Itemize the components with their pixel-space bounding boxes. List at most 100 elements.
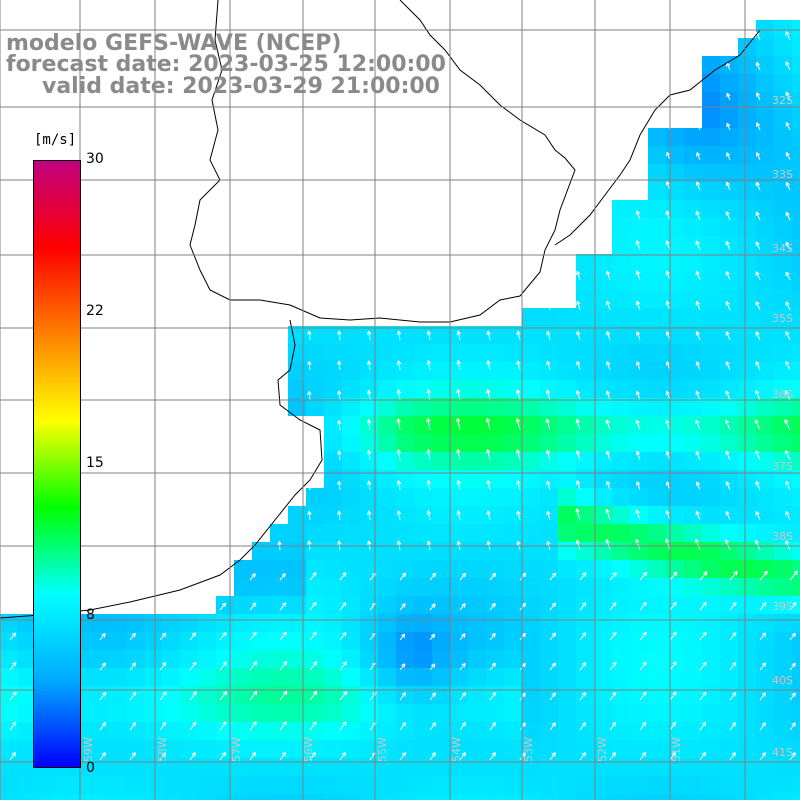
- wind-speed-cell: [774, 20, 792, 38]
- wind-arrow: [759, 662, 767, 671]
- longitude-label: 56W: [302, 737, 315, 762]
- wind-arrow: [695, 270, 701, 281]
- wind-arrow: [309, 721, 317, 731]
- latitude-label: 39S: [772, 600, 793, 613]
- wind-arrow: [515, 389, 521, 401]
- wind-speed-cell: [234, 704, 252, 722]
- wind-speed-cell: [738, 686, 756, 704]
- wind-arrow: [429, 603, 436, 611]
- wind-arrow: [724, 419, 731, 431]
- wind-arrow: [635, 300, 641, 311]
- wind-arrow: [755, 301, 761, 311]
- wind-speed-cell: [792, 272, 800, 290]
- wind-speed-cell: [720, 704, 738, 722]
- wind-speed-cell: [756, 578, 774, 596]
- wind-speed-cell: [450, 794, 468, 800]
- wind-arrow: [609, 661, 617, 671]
- wind-speed-cell: [738, 794, 756, 800]
- wind-speed-cell: [378, 470, 396, 488]
- wind-arrow: [699, 752, 706, 761]
- wind-speed-cell: [648, 236, 666, 254]
- wind-speed-cell: [630, 236, 648, 254]
- wind-speed-cell: [450, 560, 468, 578]
- wind-speed-cell: [342, 542, 360, 560]
- wind-arrow: [337, 510, 342, 521]
- wind-arrow: [516, 330, 521, 341]
- wind-speed-cell: [720, 470, 738, 488]
- wind-speed-cell: [306, 740, 324, 758]
- wind-speed-cell: [702, 470, 720, 488]
- wind-speed-cell: [558, 668, 576, 686]
- wind-speed-cell: [612, 398, 630, 416]
- wind-speed-cell: [126, 758, 144, 776]
- wind-speed-cell: [450, 578, 468, 596]
- wind-speed-cell: [720, 164, 738, 182]
- wind-speed-cell: [792, 488, 800, 506]
- wind-arrow: [609, 572, 617, 581]
- wind-speed-cell: [774, 92, 792, 110]
- wind-speed-cell: [162, 614, 180, 632]
- wind-speed-cell: [234, 650, 252, 668]
- wind-arrow: [785, 91, 791, 101]
- wind-arrow: [699, 631, 707, 641]
- wind-speed-cell: [666, 362, 684, 380]
- wind-speed-cell: [792, 110, 800, 128]
- wind-speed-cell: [486, 452, 504, 470]
- wind-speed-cell: [288, 776, 306, 794]
- wind-arrow: [545, 418, 551, 431]
- wind-speed-cell: [180, 704, 198, 722]
- wind-speed-cell: [774, 542, 792, 560]
- wind-speed-cell: [486, 488, 504, 506]
- wind-arrow: [725, 211, 731, 221]
- wind-arrow: [636, 361, 641, 371]
- wind-speed-cell: [306, 668, 324, 686]
- wind-speed-cell: [504, 578, 522, 596]
- wind-arrow: [606, 330, 611, 341]
- wind-speed-cell: [576, 776, 594, 794]
- wind-arrow: [724, 539, 731, 551]
- wind-speed-cell: [306, 524, 324, 542]
- wind-arrow: [635, 450, 641, 461]
- wind-speed-cell: [396, 650, 414, 668]
- wind-arrow: [789, 602, 797, 611]
- wind-speed-cell: [630, 344, 648, 362]
- wind-speed-cell: [720, 614, 738, 632]
- wind-speed-cell: [648, 146, 666, 164]
- wind-speed-cell: [756, 254, 774, 272]
- wind-speed-cell: [0, 614, 18, 632]
- wind-speed-cell: [684, 380, 702, 398]
- wind-speed-cell: [468, 506, 486, 524]
- wind-arrow: [366, 389, 372, 401]
- wind-speed-cell: [756, 362, 774, 380]
- wind-arrow: [9, 721, 17, 731]
- wind-speed-cell: [162, 632, 180, 650]
- wind-speed-cell: [522, 596, 540, 614]
- wind-speed-cell: [396, 794, 414, 800]
- wind-speed-cell: [612, 254, 630, 272]
- wind-speed-cell: [612, 506, 630, 524]
- wind-speed-cell: [648, 362, 666, 380]
- wind-speed-cell: [270, 776, 288, 794]
- wind-arrow: [456, 360, 461, 371]
- wind-speed-cell: [486, 632, 504, 650]
- wind-speed-cell: [594, 326, 612, 344]
- wind-arrow: [696, 152, 701, 161]
- wind-speed-cell: [234, 776, 252, 794]
- wind-speed-cell: [756, 290, 774, 308]
- wind-speed-cell: [738, 560, 756, 578]
- wind-arrow: [665, 181, 671, 191]
- wind-speed-cell: [558, 470, 576, 488]
- wind-speed-cell: [738, 578, 756, 596]
- wind-speed-cell: [504, 704, 522, 722]
- wind-speed-cell: [702, 596, 720, 614]
- wind-speed-cell: [720, 488, 738, 506]
- wind-speed-cell: [792, 236, 800, 254]
- wind-speed-cell: [378, 542, 396, 560]
- wind-speed-cell: [720, 110, 738, 128]
- wind-speed-cell: [504, 650, 522, 668]
- wind-speed-cell: [630, 794, 648, 800]
- longitude-label: 58W: [156, 737, 169, 762]
- wind-arrow: [456, 330, 461, 341]
- wind-speed-cell: [324, 560, 342, 578]
- wind-arrow: [726, 62, 731, 71]
